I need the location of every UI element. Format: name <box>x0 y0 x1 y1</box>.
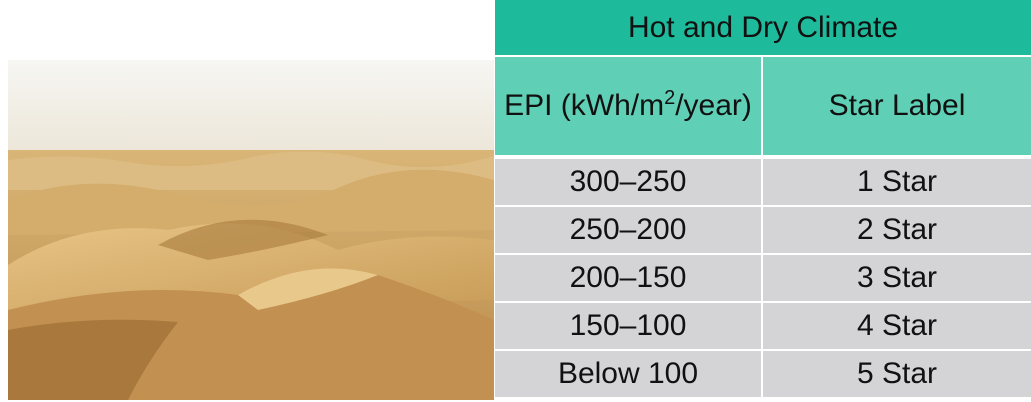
table-cell: 5 Star <box>763 349 1031 397</box>
superscript: 2 <box>664 87 676 109</box>
table-cell: 2 Star <box>763 205 1031 253</box>
table-row: 300–250 1 Star <box>495 157 1031 205</box>
header-text: /year) <box>675 89 752 122</box>
table-cell: Below 100 <box>495 349 763 397</box>
table-cell: 250–200 <box>495 205 763 253</box>
climate-table: Hot and Dry Climate EPI (kWh/m2/year) St… <box>495 0 1031 397</box>
table-row: 250–200 2 Star <box>495 205 1031 253</box>
table-row: Below 100 5 Star <box>495 349 1031 397</box>
table-title: Hot and Dry Climate <box>495 0 1031 57</box>
header-cell: Star Label <box>763 57 1031 157</box>
table-cell: 150–100 <box>495 301 763 349</box>
table-cell: 200–150 <box>495 253 763 301</box>
header-cell: EPI (kWh/m2/year) <box>495 57 763 157</box>
desert-photo <box>8 60 494 400</box>
table-body: 300–250 1 Star 250–200 2 Star 200–150 3 Star 1… <box>495 157 1031 397</box>
table-row: 150–100 4 Star <box>495 301 1031 349</box>
header-text: EPI (kWh/m <box>504 89 665 122</box>
table-cell: 300–250 <box>495 157 763 205</box>
table-cell: 1 Star <box>763 157 1031 205</box>
table-cell: 3 Star <box>763 253 1031 301</box>
table-row: 200–150 3 Star <box>495 253 1031 301</box>
table-cell: 4 Star <box>763 301 1031 349</box>
